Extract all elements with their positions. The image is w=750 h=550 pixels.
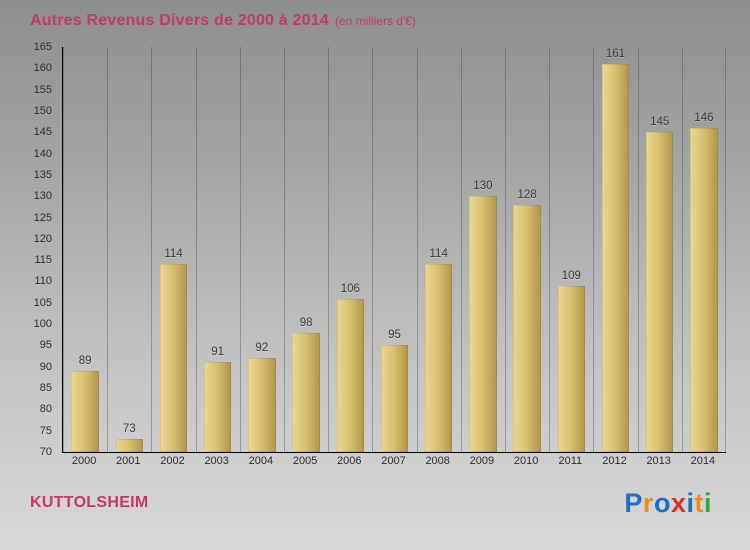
gridline [328,47,330,452]
gridline [593,47,595,452]
gridline [63,47,64,452]
logo-letter: x [670,488,687,518]
chart-subtitle: (en milliers d'€) [334,14,416,28]
bar [248,358,276,452]
y-tick-label: 70 [39,446,52,458]
bar-value-label: 91 [211,346,225,359]
bar-value-label: 146 [694,112,714,124]
bar-value-label: 109 [561,269,581,282]
plot-area: 89 73 114 91 92 98 106 95 114 130 128 109 161 145 146 [62,47,726,453]
y-tick-label: 160 [33,62,52,75]
y-tick-label: 130 [33,190,52,203]
bar-value-label: 145 [650,116,670,129]
y-tick-label: 85 [39,382,52,395]
chart-header: Autres Revenus Divers de 2000 à 2014 (en … [30,12,416,30]
bar-value-label: 95 [388,329,401,342]
y-tick-label: 140 [33,147,52,160]
logo-letter: t [694,488,704,518]
x-tick-label: 2007 [381,455,406,467]
x-tick-label: 2014 [690,455,716,467]
bar [71,371,99,452]
y-tick-label: 90 [39,360,52,373]
x-tick-label: 2008 [425,455,450,467]
bar [336,298,364,452]
bar [115,439,143,452]
bar-value-label: 73 [122,423,136,436]
chart-title: Autres Revenus Divers de 2000 à 2014 [30,12,329,29]
logo-letter: P [624,488,643,518]
bar-value-label: 106 [340,282,360,295]
bar [292,332,320,452]
y-tick-label: 165 [33,41,52,53]
logo-letter: i [686,488,695,518]
bar-value-label: 128 [517,188,537,201]
bar [557,285,585,452]
y-tick-label: 120 [33,232,52,245]
x-tick-label: 2000 [71,455,97,467]
gridline [504,47,506,452]
bar-value-label: 98 [299,316,313,329]
x-tick-label: 2010 [513,455,539,467]
bar-value-label: 114 [164,248,183,261]
gridline [195,47,197,452]
bar [601,64,630,452]
x-axis: 2000 2001 2002 2003 2004 2005 2006 2007 2008 2009… [62,453,725,471]
y-tick-label: 125 [33,211,52,224]
x-tick-label: 2005 [292,455,318,467]
gridline [637,47,639,452]
bar [645,132,674,452]
bar [513,204,541,452]
y-tick-label: 155 [33,83,52,96]
x-tick-label: 2004 [248,455,274,467]
bar-value-label: 130 [473,180,493,193]
gridline [549,47,551,452]
y-tick-label: 110 [34,275,52,288]
chart-footer: KUTTOLSHEIM Proxiti [0,488,750,528]
proxiti-logo: Proxiti [624,488,712,519]
gridline [681,47,683,452]
x-tick-label: 2013 [646,455,671,467]
y-tick-label: 75 [39,424,52,437]
bar [690,128,718,452]
y-axis: 70 75 80 85 90 95 100 105 110 115 120 125 130 135 140 1… [0,41,56,458]
gridline [107,47,109,452]
bar [424,264,453,452]
gridline [151,47,153,452]
logo-letter: o [653,488,671,518]
bar [159,264,188,452]
bar [380,345,409,452]
x-tick-label: 2002 [160,455,185,467]
x-tick-label: 2006 [337,455,362,467]
x-tick-label: 2009 [469,455,495,467]
location-label: KUTTOLSHEIM [30,494,149,511]
logo-letter: i [703,488,712,518]
bar-value-label: 161 [605,48,626,61]
bar [469,196,497,452]
x-tick-label: 2003 [204,455,229,467]
y-tick-label: 105 [33,296,52,309]
bar-value-label: 89 [78,355,92,367]
bar-value-label: 114 [429,248,448,261]
gridline [460,47,462,452]
gridline [283,47,285,452]
y-tick-label: 100 [33,318,52,331]
y-tick-label: 115 [34,254,52,267]
gridline [372,47,374,452]
y-tick-label: 145 [33,126,52,139]
gridline [725,47,726,452]
y-tick-label: 150 [33,104,52,117]
logo-letter: r [642,488,654,518]
bar [203,362,232,452]
y-tick-label: 80 [39,403,52,416]
x-tick-label: 2011 [558,455,583,467]
gridline [416,47,418,452]
x-tick-label: 2012 [602,455,627,467]
bar-value-label: 92 [255,342,269,355]
y-tick-label: 95 [39,339,52,352]
x-tick-label: 2001 [116,455,141,467]
y-tick-label: 135 [33,168,52,181]
gridline [239,47,241,452]
